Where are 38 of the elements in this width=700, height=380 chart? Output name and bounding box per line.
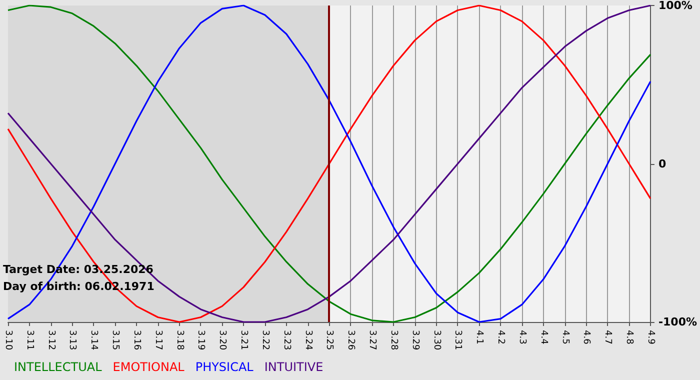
x-tick-label: 4.4 [538,330,548,345]
x-tick-label: 3.20 [217,330,228,350]
text: INTELLECTUAL [14,360,102,374]
x-tick-label: 4.2 [496,330,506,344]
x-tick-label: 3.29 [410,330,420,350]
text: INTUITIVE [264,360,324,374]
x-tick-label: 3.19 [196,330,206,350]
x-tick-label: 3.14 [88,330,99,350]
x-tick-label: 4.3 [516,330,527,344]
x-tick-label: 3.13 [67,330,78,350]
x-tick-label: 3.22 [260,330,270,350]
x-tick-label: 4.8 [624,330,634,345]
x-tick-label: 4.5 [560,330,570,344]
x-tick-label: 3.26 [346,330,356,350]
x-tick-label: 3.27 [367,330,378,350]
x-tick-label: 4.1 [474,330,484,344]
x-tick-label: 3.23 [281,330,292,350]
x-tick-label: 3.16 [131,330,142,350]
y-tick-label: 100% [658,0,692,12]
x-tick-label: 3.21 [238,330,249,350]
x-tick-label: 3.18 [174,330,184,350]
x-tick-label: 3.12 [46,330,56,350]
text: EMOTIONAL [112,360,185,374]
x-tick-label: 4.6 [581,330,592,345]
x-tick-label: 3.17 [152,330,163,350]
x-tick-label: 3.30 [431,330,442,350]
x-tick-label: 3.28 [388,330,398,350]
x-tick-label: 4.9 [645,330,656,345]
x-tick-label: 3.10 [3,330,13,350]
y-tick-label: -100% [658,316,698,328]
x-tick-label: 3.15 [110,330,120,350]
x-tick-label: 3.31 [452,330,463,350]
text: PHYSICAL [195,360,254,374]
x-tick-label: 4.7 [602,330,613,344]
x-tick-label: 3.11 [24,330,34,350]
y-tick-label: 0 [658,157,666,170]
x-tick-label: 3.25 [324,330,334,350]
x-tick-label: 3.24 [302,330,313,350]
